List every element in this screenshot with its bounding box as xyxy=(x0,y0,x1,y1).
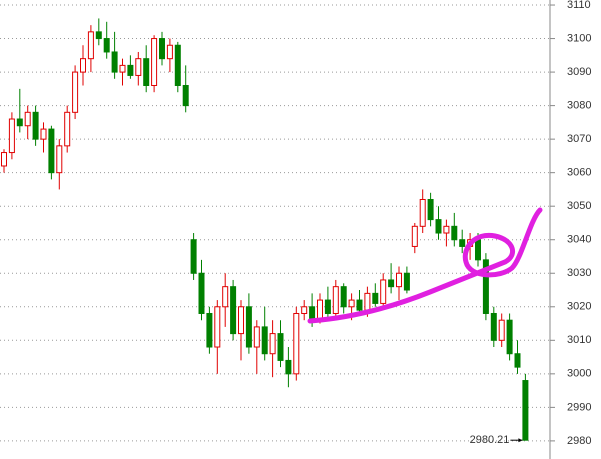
candle-body xyxy=(238,306,244,335)
candle-body xyxy=(356,299,363,311)
candle-body xyxy=(253,326,260,348)
candle-body xyxy=(459,239,466,247)
candle-body xyxy=(380,279,387,304)
candle-body xyxy=(40,128,47,140)
candle-body xyxy=(317,299,323,321)
y-tick-label: 3030 xyxy=(567,267,591,279)
candle-body xyxy=(372,292,379,304)
y-tick-label: 2980 xyxy=(567,435,591,447)
candle-body xyxy=(64,111,71,147)
y-tick-label: 3100 xyxy=(567,32,591,44)
hand-drawn-annotation xyxy=(307,207,543,324)
candle-body xyxy=(419,198,426,227)
y-tick-label: 3040 xyxy=(567,234,591,246)
candle-body xyxy=(166,44,173,60)
candle-body xyxy=(151,38,158,86)
candle-body xyxy=(119,64,126,73)
candle-body xyxy=(277,333,284,361)
candle-body xyxy=(80,58,86,73)
candle-body xyxy=(103,38,110,53)
candle-body xyxy=(159,38,165,60)
candle-body xyxy=(72,71,79,113)
candle-body xyxy=(364,292,371,311)
candle-body xyxy=(245,306,252,348)
candle-body xyxy=(324,299,331,314)
candle-body xyxy=(24,111,31,127)
candle-body xyxy=(301,306,308,314)
candle-body xyxy=(285,359,292,375)
candle-body xyxy=(8,118,15,154)
candle-body xyxy=(293,312,300,375)
candle-body xyxy=(198,272,205,314)
candle-body xyxy=(490,312,497,341)
candle-body xyxy=(522,380,529,441)
candle-body xyxy=(332,286,339,314)
candle-body xyxy=(190,239,197,274)
y-tick-label: 3010 xyxy=(567,334,591,346)
candle-body xyxy=(261,326,268,355)
candle-body xyxy=(182,84,189,107)
candle-body xyxy=(482,259,489,314)
candle-body xyxy=(135,58,142,76)
candle-body xyxy=(475,239,481,261)
candle-body xyxy=(340,286,347,308)
candle-body xyxy=(16,118,23,127)
candle-body xyxy=(206,312,213,348)
candle-body xyxy=(87,31,94,60)
candle-body xyxy=(1,152,7,167)
y-tick-label: 3070 xyxy=(567,133,591,145)
candle-body xyxy=(451,225,458,241)
candle-body xyxy=(214,306,221,348)
candle-body xyxy=(127,64,134,76)
candle-body xyxy=(143,58,150,86)
candle-body xyxy=(95,31,102,40)
candle-body xyxy=(506,319,513,355)
candle-body xyxy=(174,44,181,86)
y-tick-label: 3050 xyxy=(567,200,591,212)
candle-body xyxy=(443,225,450,234)
last-price-label: 2980.21 xyxy=(470,434,510,446)
candle-body xyxy=(427,198,434,221)
y-tick-label: 3060 xyxy=(567,167,591,179)
candle-body xyxy=(411,225,418,247)
y-tick-label: 3080 xyxy=(567,100,591,112)
candle-body xyxy=(56,145,63,174)
candle-body xyxy=(435,219,442,234)
y-tick-label: 3020 xyxy=(567,301,591,313)
y-tick-label: 2990 xyxy=(567,401,591,413)
candle-body xyxy=(222,286,229,308)
candle-body xyxy=(348,299,355,308)
candle-body xyxy=(396,272,402,288)
candle-body xyxy=(269,333,276,355)
candle-body xyxy=(388,279,395,288)
y-tick-label: 3110 xyxy=(567,0,591,11)
last-price-arrowhead xyxy=(518,438,523,443)
candle-body xyxy=(230,286,237,335)
candle-body xyxy=(403,272,410,291)
candle-body xyxy=(498,319,505,341)
candle-body xyxy=(514,353,521,368)
y-tick-label: 3090 xyxy=(567,66,591,78)
candle-body xyxy=(48,128,55,174)
candle-body xyxy=(32,111,39,140)
candle-body xyxy=(111,51,118,73)
y-tick-label: 3000 xyxy=(567,368,591,380)
